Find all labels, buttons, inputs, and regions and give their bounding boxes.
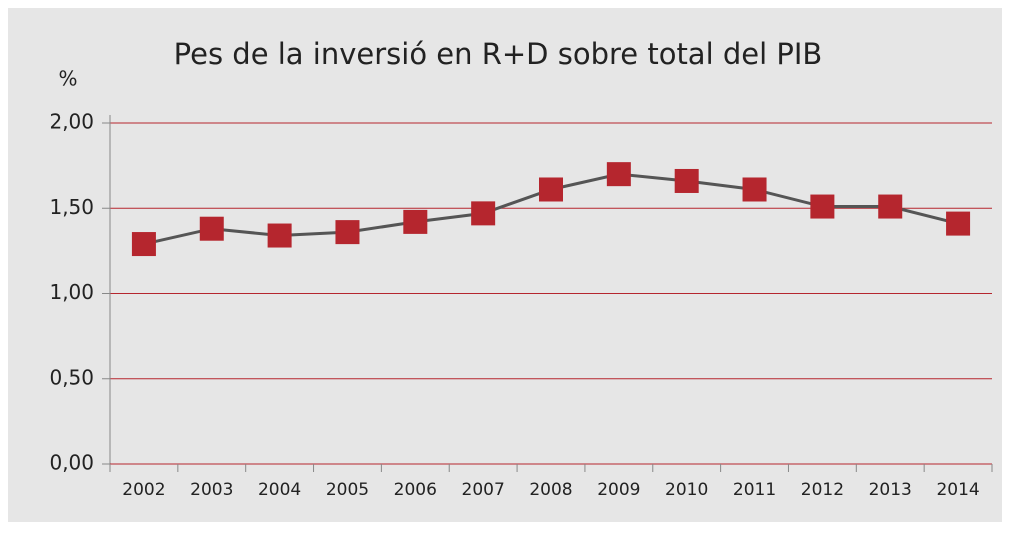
marker	[335, 220, 360, 245]
x-tick-label: 2006	[394, 480, 437, 500]
x-tick-label: 2004	[258, 480, 301, 500]
x-tick-label: 2008	[529, 480, 572, 500]
marker	[674, 168, 699, 193]
x-tick-label: 2013	[869, 480, 912, 500]
marker	[267, 223, 292, 248]
x-tick-label: 2007	[462, 480, 505, 500]
marker	[810, 194, 835, 219]
marker	[606, 162, 631, 187]
marker	[878, 194, 903, 219]
marker	[403, 209, 428, 234]
y-tick-label: 1,50	[49, 195, 94, 219]
marker	[199, 216, 224, 241]
marker	[742, 177, 767, 202]
marker	[946, 211, 971, 236]
y-tick-label: 0,00	[49, 451, 94, 475]
marker	[131, 232, 156, 257]
x-tick-label: 2005	[326, 480, 369, 500]
x-tick-label: 2011	[733, 480, 776, 500]
x-tick-label: 2012	[801, 480, 844, 500]
x-tick-label: 2003	[190, 480, 233, 500]
x-tick-label: 2010	[665, 480, 708, 500]
marker	[539, 177, 563, 202]
y-axis-label: %	[58, 67, 77, 91]
chart-title: Pes de la inversió en R+D sobre total de…	[174, 37, 823, 71]
y-tick-label: 1,00	[49, 280, 94, 304]
x-tick-label: 2014	[936, 480, 979, 500]
y-tick-label: 2,00	[49, 110, 94, 134]
marker	[471, 201, 496, 226]
background	[8, 8, 1002, 522]
x-tick-label: 2002	[122, 480, 165, 500]
y-tick-label: 0,50	[49, 365, 94, 389]
x-tick-label: 2009	[597, 480, 640, 500]
